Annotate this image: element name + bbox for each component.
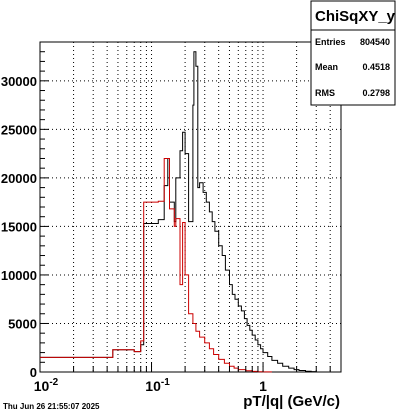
stats-box: ChiSqXY_y Entries 804540 Mean 0.4518 RMS… bbox=[310, 0, 396, 106]
axes-layer: 0 5000 10000 15000 20000 25000 30000 10-2 10-1 1 bbox=[1, 41, 342, 394]
y-tick-label: 5000 bbox=[8, 316, 37, 331]
histogram-red-series bbox=[40, 158, 272, 373]
y-tick-label: 20000 bbox=[1, 171, 37, 186]
y-tick-label: 25000 bbox=[1, 122, 37, 137]
grid-lines bbox=[40, 42, 341, 372]
stats-rms-value: 0.2798 bbox=[362, 88, 390, 98]
stats-entries-value: 804540 bbox=[360, 37, 390, 47]
y-tick-label: 15000 bbox=[1, 219, 37, 234]
stats-entries-label: Entries bbox=[315, 37, 346, 47]
stats-title: ChiSqXY_y bbox=[315, 8, 396, 25]
y-tick-label: 10000 bbox=[1, 268, 37, 283]
series-layer bbox=[40, 51, 323, 373]
x-tick-label: 1 bbox=[259, 378, 267, 394]
timestamp: Thu Jun 26 21:55:07 2025 bbox=[3, 402, 100, 411]
x-tick-label: 10-2 bbox=[34, 377, 59, 394]
stats-box-border bbox=[310, 0, 396, 106]
x-tick-label: 10-1 bbox=[145, 377, 170, 394]
y-tick-label: 30000 bbox=[1, 74, 37, 89]
x-axis-title: pT/|q| (GeV/c) bbox=[243, 393, 340, 410]
stats-mean-label: Mean bbox=[315, 62, 338, 72]
stats-rms-label: RMS bbox=[315, 88, 335, 98]
histogram-black-series bbox=[40, 51, 323, 373]
plot-frame bbox=[39, 41, 342, 373]
y-tick-label: 0 bbox=[30, 365, 37, 380]
stats-mean-value: 0.4518 bbox=[362, 62, 390, 72]
